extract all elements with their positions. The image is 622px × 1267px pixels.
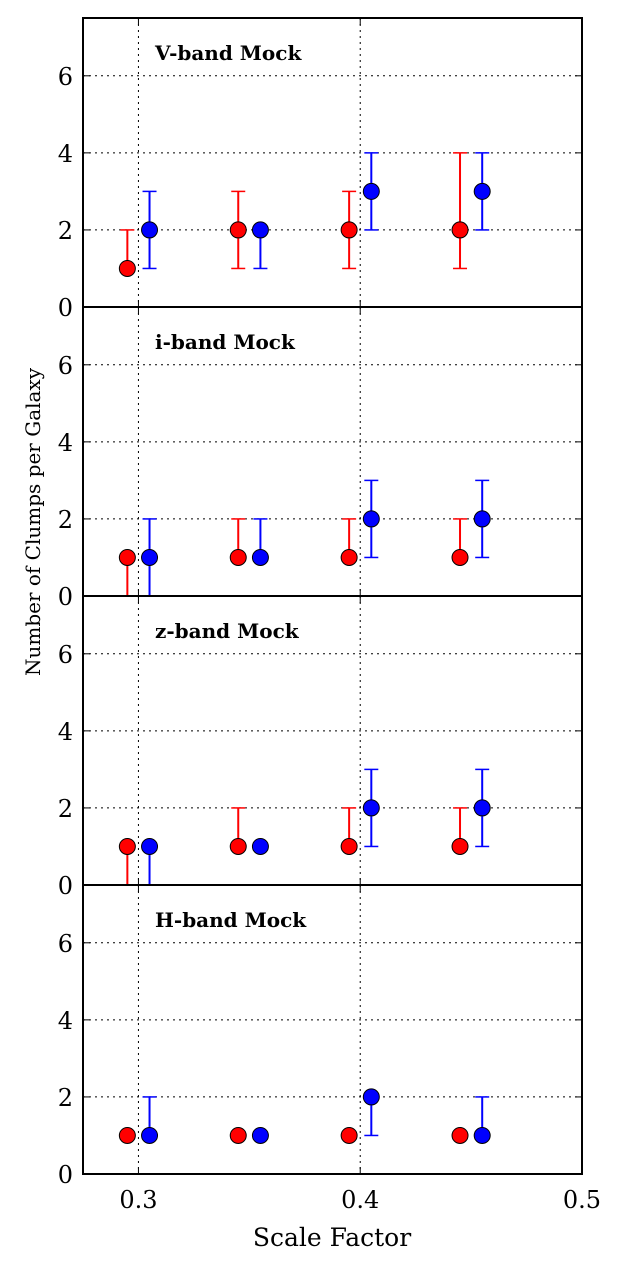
x-tick-labels: 0.3 0.4 0.5 <box>119 1186 601 1214</box>
y-tick-label: 6 <box>58 930 73 958</box>
blue-point <box>362 182 380 200</box>
red-point <box>229 221 247 239</box>
y-tick-label: 4 <box>58 718 73 746</box>
y-tick-label: 6 <box>58 63 73 91</box>
red-point <box>340 1126 358 1144</box>
blue-point <box>141 548 159 566</box>
y-tick-label: 4 <box>58 429 73 457</box>
x-tick-label: 0.4 <box>341 1186 379 1214</box>
blue-point <box>362 1088 380 1106</box>
y-tick-label: 2 <box>58 795 73 823</box>
blue-point <box>251 548 269 566</box>
blue-point <box>141 837 159 855</box>
red-point <box>118 837 136 855</box>
y-tick-label: 0 <box>58 294 73 322</box>
blue-point <box>251 221 269 239</box>
x-tick-label: 0.5 <box>563 1186 601 1214</box>
y-tick-label: 2 <box>58 1084 73 1112</box>
red-point <box>118 259 136 277</box>
red-point <box>340 221 358 239</box>
red-point <box>229 1126 247 1144</box>
blue-point <box>362 799 380 817</box>
x-tick-label: 0.3 <box>119 1186 157 1214</box>
y-tick-label: 6 <box>58 641 73 669</box>
blue-point <box>473 510 491 528</box>
y-tick-label: 2 <box>58 217 73 245</box>
red-point <box>451 837 469 855</box>
y-tick-label: 6 <box>58 352 73 380</box>
red-point <box>229 837 247 855</box>
red-point <box>118 1126 136 1144</box>
blue-point <box>251 837 269 855</box>
blue-point <box>473 182 491 200</box>
blue-point <box>473 1126 491 1144</box>
y-tick-label: 4 <box>58 1007 73 1035</box>
red-point <box>451 221 469 239</box>
panel-title: z-band Mock <box>155 619 300 643</box>
blue-point <box>362 510 380 528</box>
blue-point <box>141 221 159 239</box>
red-point <box>229 548 247 566</box>
y-tick-label: 0 <box>58 1161 73 1189</box>
panel-title: H-band Mock <box>155 908 307 932</box>
blue-point <box>251 1126 269 1144</box>
panel-4: 0 2 4 6 H-band Mock <box>58 884 583 1189</box>
blue-point <box>473 799 491 817</box>
red-point <box>451 1126 469 1144</box>
panel-frame <box>82 884 583 1175</box>
red-point <box>340 837 358 855</box>
y-axis-title: Number of Clumps per Galaxy <box>21 367 45 676</box>
x-axis-title: Scale Factor <box>253 1223 411 1252</box>
red-point <box>340 548 358 566</box>
red-point <box>451 548 469 566</box>
panel-title: i-band Mock <box>155 330 296 354</box>
blue-point <box>141 1126 159 1144</box>
y-tick-label: 0 <box>58 583 73 611</box>
y-tick-label: 0 <box>58 872 73 900</box>
red-point <box>118 548 136 566</box>
panel-title: V-band Mock <box>154 41 302 65</box>
y-tick-label: 2 <box>58 506 73 534</box>
panels-group: 0 2 4 6 V-band Mock 0 2 4 6 i-band Mock 0 2 4 6 z-band… <box>58 17 601 1214</box>
y-tick-label: 4 <box>58 140 73 168</box>
